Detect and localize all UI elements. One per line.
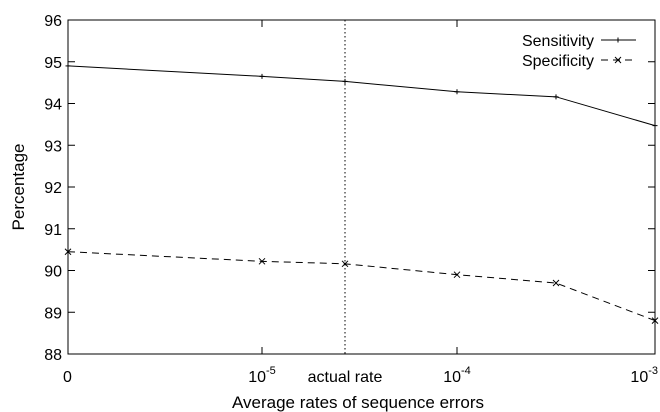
plus-marker	[615, 37, 621, 43]
sensitivity-point	[553, 94, 559, 100]
x-tick-exponent: -5	[266, 365, 276, 377]
plot-frame	[67, 19, 656, 355]
y-tick-label: 95	[44, 55, 62, 72]
specificity-point	[552, 279, 560, 287]
y-axis-label: Percentage	[9, 144, 28, 231]
x-tick-label: 10-3	[630, 365, 658, 386]
x-marker	[614, 56, 622, 64]
y-tick-label: 93	[44, 138, 62, 155]
y-axis: 88 89 90 91 92 93 94 95 96	[44, 13, 655, 364]
specificity-point	[651, 317, 659, 324]
y-tick-label: 94	[44, 97, 62, 114]
sensitivity-line	[67, 65, 656, 127]
sensitivity-point	[454, 89, 460, 95]
sensitivity-point	[342, 78, 348, 84]
x-tick-label: 0	[63, 369, 72, 386]
x-tick-label: 10-5	[248, 365, 276, 386]
specificity-point	[258, 257, 266, 265]
y-tick-label: 88	[44, 347, 62, 364]
specificity-point	[453, 271, 461, 279]
specificity-point	[64, 248, 72, 256]
legend-label-specificity: Specificity	[522, 53, 594, 70]
sensitivity-point	[259, 73, 265, 79]
y-tick-label: 96	[44, 13, 62, 30]
specificity-line	[67, 251, 656, 322]
x-tick-base: 10	[248, 369, 266, 386]
sensitivity-point	[65, 63, 71, 69]
actual-rate-label: actual rate	[308, 369, 383, 386]
series-group	[64, 63, 659, 324]
x-tick-label: 10-4	[443, 365, 471, 386]
y-tick-label: 90	[44, 264, 62, 281]
sensitivity-point	[652, 123, 658, 129]
x-tick-base: 10	[443, 369, 461, 386]
y-tick-label: 91	[44, 222, 62, 239]
x-tick-base: 0	[63, 369, 72, 386]
x-axis: 0 10-5 10-4 10-3	[63, 20, 658, 386]
x-tick-base: 10	[630, 369, 648, 386]
x-axis-label: Average rates of sequence errors	[232, 393, 484, 412]
y-tick-label: 89	[44, 305, 62, 322]
y-tick-label: 92	[44, 180, 62, 197]
x-tick-exponent: -4	[461, 365, 471, 377]
x-tick-exponent: -3	[648, 365, 658, 377]
legend-label-sensitivity: Sensitivity	[522, 33, 594, 50]
specificity-point	[341, 260, 349, 268]
legend: Sensitivity Specificity	[522, 33, 636, 70]
